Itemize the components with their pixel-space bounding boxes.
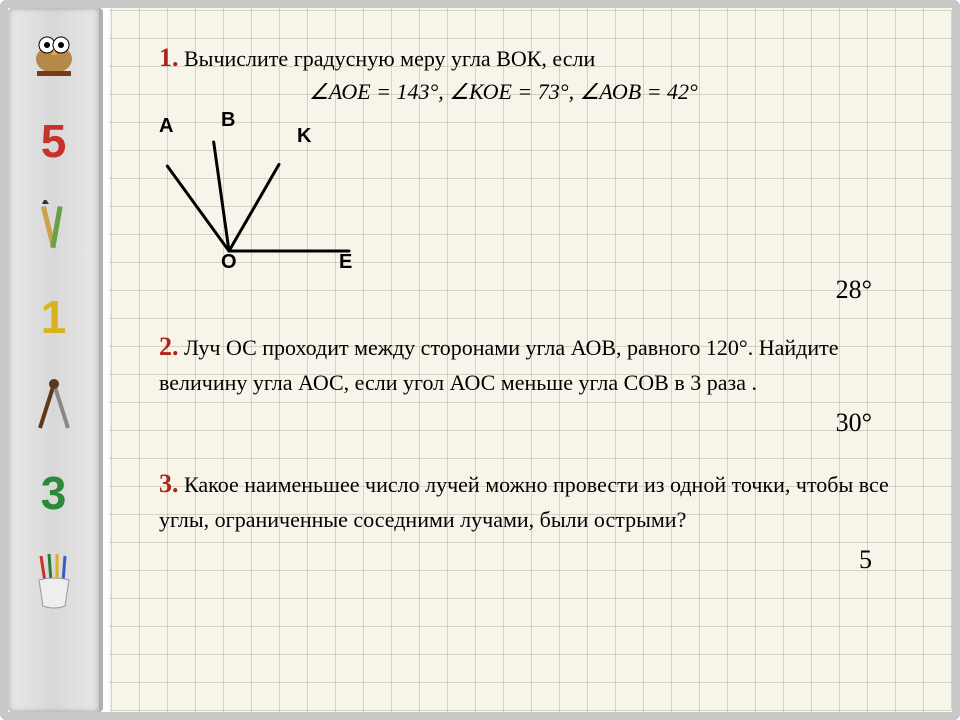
sidebar: 5 1 3: [8, 8, 103, 712]
content-area: 1. Вычислите градусную меру угла ВОК, ес…: [109, 8, 952, 712]
pencils-icon: [24, 199, 84, 259]
problem-1-formula: ∠АОЕ = 143°, ∠КОЕ = 73°, ∠АОВ = 42°: [309, 79, 912, 105]
digit-3: 3: [24, 463, 84, 523]
diagram-label-B: B: [221, 109, 235, 132]
problem-1: 1. Вычислите градусную меру угла ВОК, ес…: [159, 43, 912, 305]
digit-3-text: 3: [41, 466, 67, 520]
problem-3-answer: 5: [159, 540, 912, 579]
digit-1-text: 1: [41, 290, 67, 344]
problem-2-number: 2.: [159, 332, 179, 361]
problem-2: 2. Луч ОС проходит между сторонами угла …: [159, 327, 912, 442]
problem-2-text-a: Луч ОС проходит между сторонами угла АОВ…: [179, 335, 706, 360]
problem-2-deg: 120°: [706, 335, 748, 360]
diagram-label-K: K: [297, 125, 311, 148]
problem-3-number: 3.: [159, 469, 179, 498]
problem-1-answer: 28°: [159, 275, 912, 305]
problem-3: 3. Какое наименьшее число лучей можно пр…: [159, 464, 912, 579]
pencil-cup-icon: [24, 551, 84, 611]
problem-1-number: 1.: [159, 43, 179, 72]
digit-5-text: 5: [41, 114, 67, 168]
diagram-label-E: E: [339, 251, 352, 274]
diagram-label-A: A: [159, 115, 173, 138]
problem-3-text: Какое наименьшее число лучей можно прове…: [159, 472, 889, 532]
owl-icon: [24, 23, 84, 83]
digit-5: 5: [24, 111, 84, 171]
diagram-label-O: O: [221, 251, 237, 274]
problem-1-text: Вычислите градусную меру угла ВОК, если: [179, 46, 596, 71]
angle-diagram: A B K O E: [159, 111, 409, 271]
compass-icon: [24, 375, 84, 435]
angle-diagram-svg: [159, 111, 409, 271]
problem-2-answer: 30°: [159, 403, 912, 442]
digit-1: 1: [24, 287, 84, 347]
